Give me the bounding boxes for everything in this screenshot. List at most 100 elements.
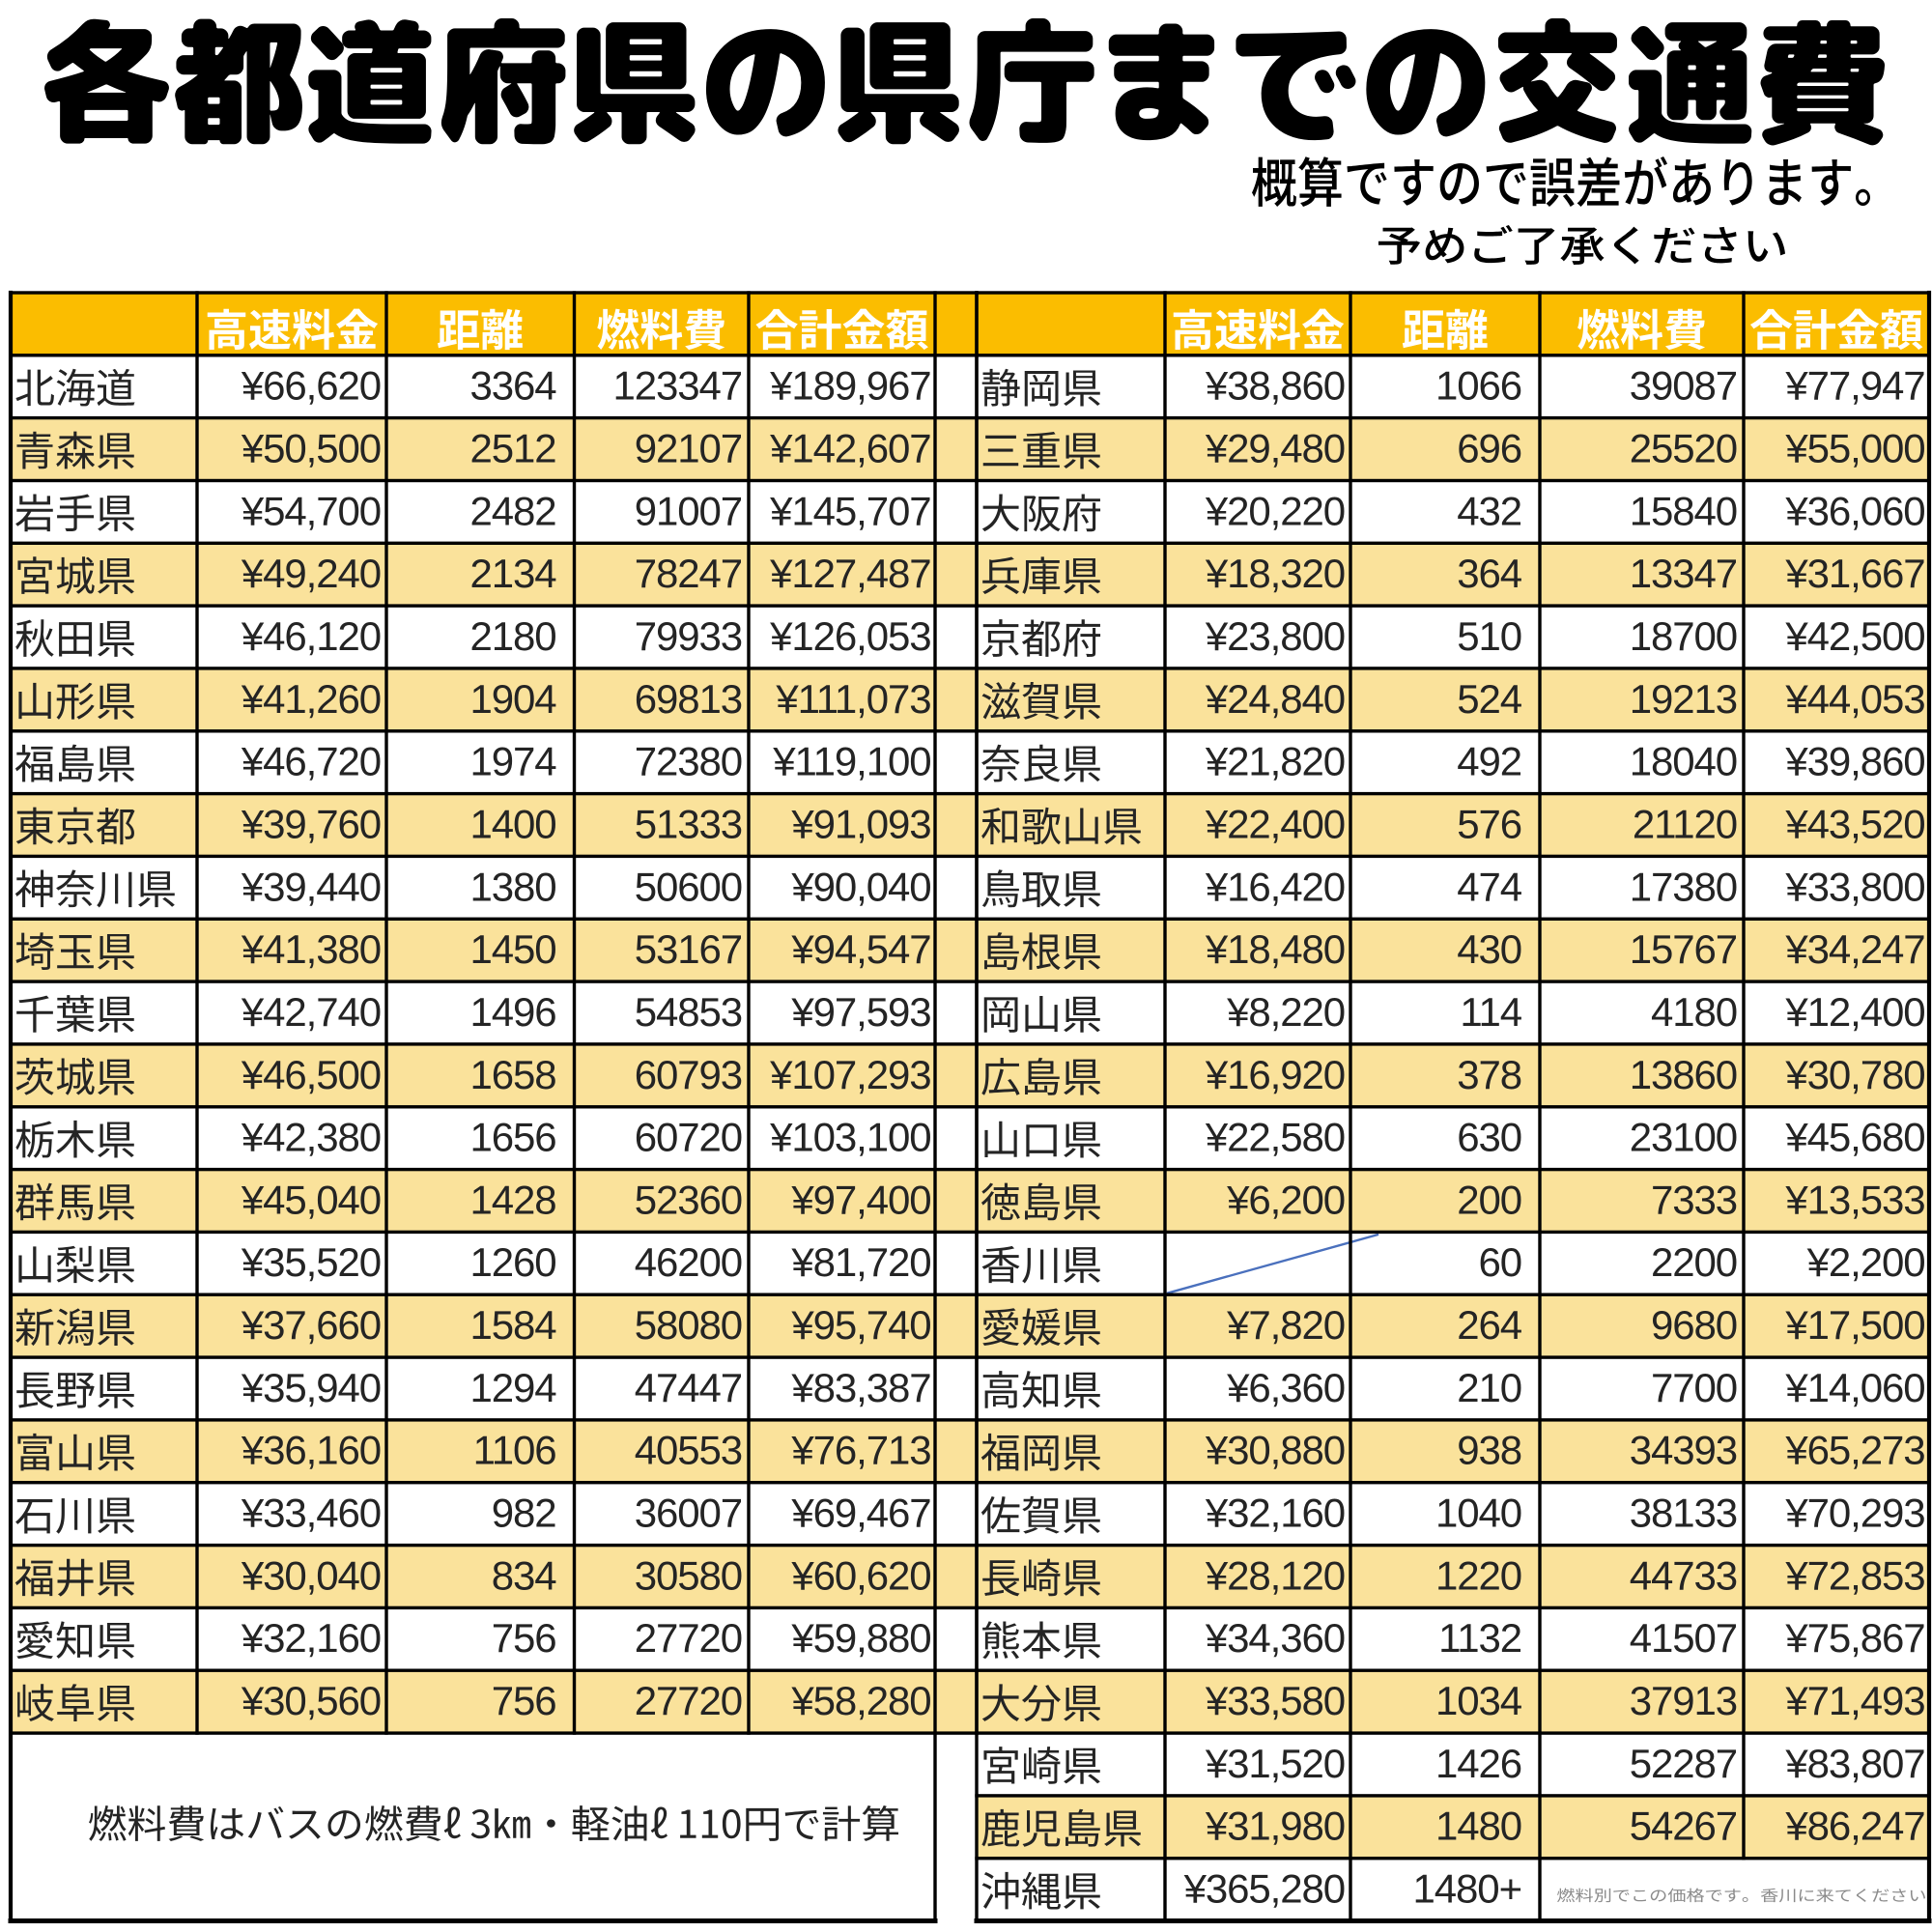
svg-text:1220: 1220 [1435, 1552, 1521, 1598]
svg-text:21120: 21120 [1633, 801, 1737, 846]
svg-text:92107: 92107 [635, 426, 742, 471]
svg-text:60: 60 [1478, 1239, 1521, 1285]
svg-text:¥55,000: ¥55,000 [1784, 426, 1924, 471]
svg-text:¥31,667: ¥31,667 [1784, 551, 1924, 596]
svg-text:¥46,120: ¥46,120 [241, 613, 381, 659]
svg-text:¥17,500: ¥17,500 [1784, 1302, 1924, 1348]
svg-text:¥39,760: ¥39,760 [241, 801, 381, 846]
svg-text:23100: 23100 [1630, 1115, 1737, 1160]
svg-text:630: 630 [1457, 1115, 1521, 1160]
svg-text:¥119,100: ¥119,100 [772, 739, 930, 784]
svg-text:2200: 2200 [1651, 1239, 1737, 1285]
svg-text:696: 696 [1457, 426, 1521, 471]
svg-text:¥31,980: ¥31,980 [1205, 1804, 1345, 1849]
svg-text:1658: 1658 [469, 1052, 555, 1097]
svg-text:¥71,493: ¥71,493 [1784, 1678, 1924, 1723]
svg-text:¥29,480: ¥29,480 [1205, 426, 1345, 471]
svg-text:2512: 2512 [469, 426, 555, 471]
svg-text:¥54,700: ¥54,700 [241, 488, 381, 533]
svg-text:4180: 4180 [1651, 989, 1737, 1035]
svg-text:¥35,940: ¥35,940 [241, 1365, 381, 1410]
svg-text:1450: 1450 [469, 926, 555, 972]
svg-text:¥142,607: ¥142,607 [769, 426, 930, 471]
svg-text:1480+: 1480+ [1413, 1866, 1521, 1912]
svg-text:15840: 15840 [1630, 488, 1737, 533]
svg-text:2180: 2180 [469, 613, 555, 659]
svg-text:2482: 2482 [469, 488, 555, 533]
svg-text:¥22,580: ¥22,580 [1205, 1115, 1345, 1160]
svg-text:91007: 91007 [635, 488, 742, 533]
svg-text:60793: 60793 [635, 1052, 742, 1097]
svg-text:¥107,293: ¥107,293 [769, 1052, 930, 1097]
svg-text:13860: 13860 [1630, 1052, 1737, 1097]
svg-text:27720: 27720 [635, 1678, 742, 1723]
svg-text:¥30,880: ¥30,880 [1205, 1428, 1345, 1473]
svg-text:114: 114 [1460, 989, 1521, 1035]
svg-text:18040: 18040 [1630, 739, 1737, 784]
svg-text:¥16,920: ¥16,920 [1205, 1052, 1345, 1097]
svg-text:1400: 1400 [469, 801, 555, 846]
svg-text:200: 200 [1457, 1177, 1521, 1222]
svg-text:¥77,947: ¥77,947 [1784, 363, 1924, 409]
svg-text:53167: 53167 [635, 926, 742, 972]
svg-text:¥6,200: ¥6,200 [1226, 1177, 1345, 1222]
svg-text:432: 432 [1457, 488, 1521, 533]
svg-text:¥90,040: ¥90,040 [790, 864, 930, 909]
svg-text:51333: 51333 [635, 801, 742, 846]
svg-text:¥46,500: ¥46,500 [241, 1052, 381, 1097]
svg-text:1656: 1656 [469, 1115, 555, 1160]
svg-text:¥31,520: ¥31,520 [1205, 1741, 1345, 1786]
svg-text:78247: 78247 [635, 551, 742, 596]
svg-text:¥32,160: ¥32,160 [1205, 1491, 1345, 1536]
svg-text:¥72,853: ¥72,853 [1784, 1552, 1924, 1598]
svg-text:¥38,860: ¥38,860 [1205, 363, 1345, 409]
svg-text:¥13,533: ¥13,533 [1784, 1177, 1924, 1222]
svg-text:123347: 123347 [612, 363, 742, 409]
svg-text:938: 938 [1457, 1428, 1521, 1473]
svg-text:1904: 1904 [469, 676, 556, 722]
svg-text:1496: 1496 [469, 989, 555, 1035]
svg-text:¥45,040: ¥45,040 [241, 1177, 381, 1222]
svg-text:13347: 13347 [1630, 551, 1737, 596]
svg-text:79933: 79933 [635, 613, 742, 659]
svg-text:58080: 58080 [635, 1302, 742, 1348]
svg-text:54267: 54267 [1630, 1804, 1737, 1849]
svg-text:¥66,620: ¥66,620 [241, 363, 381, 409]
svg-text:38133: 38133 [1630, 1491, 1737, 1536]
svg-text:52360: 52360 [635, 1177, 742, 1222]
svg-text:1974: 1974 [469, 739, 556, 784]
svg-text:1040: 1040 [1435, 1491, 1521, 1536]
svg-text:378: 378 [1457, 1052, 1521, 1097]
svg-text:¥65,273: ¥65,273 [1784, 1428, 1924, 1473]
svg-text:¥36,160: ¥36,160 [241, 1428, 381, 1473]
svg-text:¥30,780: ¥30,780 [1784, 1052, 1924, 1097]
svg-text:¥16,420: ¥16,420 [1205, 864, 1345, 909]
svg-text:44733: 44733 [1630, 1552, 1737, 1598]
svg-text:1480: 1480 [1435, 1804, 1521, 1849]
svg-text:¥32,160: ¥32,160 [241, 1615, 381, 1661]
svg-text:17380: 17380 [1630, 864, 1737, 909]
svg-text:¥30,040: ¥30,040 [241, 1552, 381, 1598]
svg-text:1428: 1428 [469, 1177, 555, 1222]
svg-text:¥34,360: ¥34,360 [1205, 1615, 1345, 1661]
svg-text:¥28,120: ¥28,120 [1205, 1552, 1345, 1598]
svg-text:¥44,053: ¥44,053 [1784, 676, 1924, 722]
svg-text:¥7,820: ¥7,820 [1226, 1302, 1345, 1348]
svg-text:7700: 7700 [1651, 1365, 1737, 1410]
svg-text:1034: 1034 [1435, 1678, 1522, 1723]
svg-text:¥95,740: ¥95,740 [790, 1302, 930, 1348]
svg-text:430: 430 [1457, 926, 1521, 972]
svg-text:¥18,480: ¥18,480 [1205, 926, 1345, 972]
svg-text:69813: 69813 [635, 676, 742, 722]
svg-text:982: 982 [492, 1491, 556, 1536]
svg-text:18700: 18700 [1630, 613, 1737, 659]
svg-text:364: 364 [1457, 551, 1522, 596]
svg-text:¥83,387: ¥83,387 [790, 1365, 930, 1410]
svg-text:39087: 39087 [1630, 363, 1737, 409]
svg-text:576: 576 [1457, 801, 1521, 846]
svg-text:50600: 50600 [635, 864, 742, 909]
svg-text:1380: 1380 [469, 864, 555, 909]
svg-text:52287: 52287 [1630, 1741, 1737, 1786]
svg-text:1260: 1260 [469, 1239, 555, 1285]
svg-text:¥91,093: ¥91,093 [790, 801, 930, 846]
